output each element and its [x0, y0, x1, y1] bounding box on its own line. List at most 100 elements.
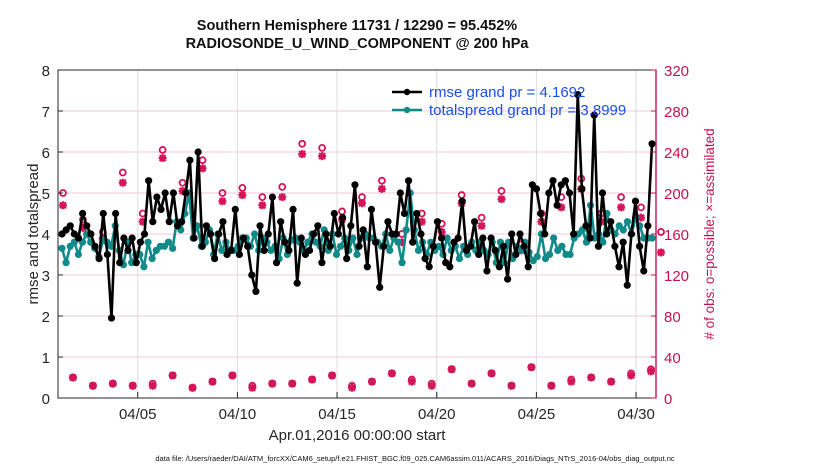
obs-possible-point: [238, 183, 247, 192]
rmse-point: [157, 205, 165, 213]
spread-point: [304, 238, 312, 246]
rmse-point: [334, 230, 343, 238]
rmse-point: [190, 234, 198, 242]
rmse-point: [202, 222, 210, 230]
obs-assimilated-point: [278, 193, 287, 202]
rmse-point: [136, 238, 144, 246]
y-tick-label: 4: [42, 227, 50, 244]
asterisk-center: [249, 385, 255, 391]
asterisk-center: [568, 379, 574, 384]
rmse-point: [631, 197, 640, 205]
rmse-point: [169, 189, 177, 197]
spread-point: [386, 246, 394, 254]
rmse-point: [120, 234, 128, 242]
obs-assimilated-point: [218, 197, 227, 206]
rmse-point: [215, 230, 223, 238]
rmse-point: [376, 283, 384, 291]
asterisk-center: [409, 379, 415, 384]
asterisk-center: [648, 368, 654, 374]
rmse-point: [371, 238, 380, 246]
asterisk-center: [658, 250, 664, 255]
rmse-point: [363, 263, 371, 271]
y-tick-label: 2: [42, 309, 50, 326]
rmse-point: [549, 177, 557, 185]
rmse-point: [268, 193, 277, 201]
rmse-point: [293, 279, 301, 287]
asterisk-center: [130, 383, 136, 389]
obs-possible-point: [378, 176, 386, 185]
rmse-point: [66, 222, 74, 230]
asterisk-center: [389, 371, 395, 376]
obs-assimilated-point: [258, 201, 267, 210]
asterisk-center: [529, 364, 534, 370]
rmse-point: [235, 250, 244, 259]
rmse-point: [644, 222, 652, 230]
rmse-point: [87, 230, 95, 238]
obs-assimilated-point: [487, 369, 496, 378]
rmse-point: [182, 189, 190, 197]
rmse-point: [623, 281, 631, 289]
obs-assimilated-point: [298, 150, 307, 159]
rmse-point: [619, 238, 627, 246]
spread-point: [148, 255, 156, 263]
obs-assimilated-point: [417, 217, 426, 226]
rmse-point: [565, 189, 574, 197]
rmse-point: [429, 242, 437, 250]
obs-assimilated-point: [138, 217, 147, 226]
spread-point: [566, 250, 574, 259]
obs-assimilated-point: [547, 381, 556, 390]
rmse-point: [495, 263, 503, 271]
obs-possible-point: [258, 193, 267, 202]
obs-possible-point: [178, 178, 187, 187]
rmse-point: [504, 275, 512, 283]
rmse-point: [198, 242, 206, 250]
rmse-point: [648, 140, 656, 148]
y2-tick-label: 40: [664, 350, 681, 367]
asterisk-center: [170, 373, 176, 378]
y2-tick-label: 240: [664, 145, 689, 162]
left-axis-ticks: 0 1 2 3 4 5 6 7 8: [42, 63, 63, 408]
rmse-point: [400, 209, 409, 218]
obs-assimilated-point: [288, 379, 297, 388]
rmse-point: [272, 259, 281, 267]
asterisk-center: [110, 381, 116, 387]
asterisk-center: [269, 381, 275, 387]
rmse-point: [413, 209, 421, 218]
rmse-point: [128, 234, 136, 242]
obs-markers: [58, 139, 665, 392]
asterisk-center: [140, 219, 146, 225]
rmse-point: [289, 205, 297, 213]
obs-assimilated-point: [627, 371, 636, 380]
rmse-point: [466, 242, 475, 250]
obs-assimilated-point: [58, 201, 67, 210]
obs-assimilated-point: [228, 371, 237, 380]
rmse-point: [582, 222, 590, 230]
spread-point: [353, 250, 361, 259]
obs-possible-point: [118, 168, 127, 177]
rmse-point: [260, 246, 268, 254]
x-axis-label: Apr.01,2016 00:00:00 start: [269, 427, 447, 444]
spread-point: [169, 244, 177, 252]
spread-point: [623, 218, 632, 226]
rmse-point: [598, 189, 607, 197]
obs-assimilated-point: [607, 377, 616, 386]
rmse-point: [586, 234, 594, 242]
rmse-point: [124, 246, 132, 254]
rmse-point: [627, 230, 635, 238]
x-tick-label: 04/10: [219, 406, 257, 423]
asterisk-center: [90, 383, 96, 389]
y-tick-label: 1: [42, 350, 50, 367]
obs-assimilated-point: [128, 381, 137, 390]
rmse-point: [83, 222, 91, 230]
rmse-point: [367, 205, 376, 213]
spread-point: [443, 234, 451, 242]
rmse-point: [79, 209, 87, 218]
obs-assimilated-point: [587, 373, 596, 382]
rmse-point: [219, 218, 227, 226]
asterisk-center: [628, 373, 634, 378]
y-axis-label: rmse and totalspread: [25, 164, 42, 305]
asterisk-center: [230, 373, 235, 378]
rmse-point: [607, 218, 615, 226]
spread-point: [74, 250, 82, 259]
obs-assimilated-point: [637, 213, 646, 222]
